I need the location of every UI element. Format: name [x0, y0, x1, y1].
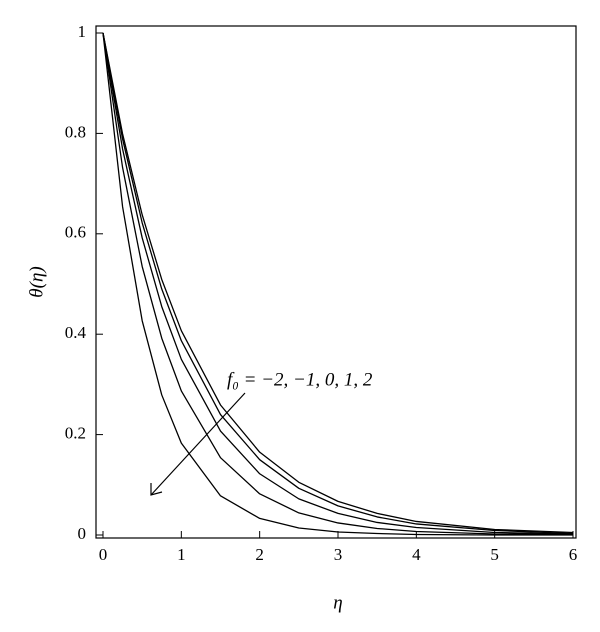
y-tick-label: 1	[78, 22, 87, 41]
x-tick-label: 1	[177, 545, 186, 564]
y-tick-label: 0.4	[65, 323, 87, 342]
x-tick-label: 2	[255, 545, 264, 564]
curve	[102, 32, 574, 534]
y-tick-label: 0.8	[65, 122, 86, 141]
x-tick-label: 0	[99, 545, 108, 564]
y-axis-label: θ(η)	[26, 266, 47, 297]
x-axis-label: η	[333, 592, 342, 613]
x-tick-label: 6	[569, 545, 578, 564]
y-tick-label: 0.2	[65, 424, 86, 443]
curve	[102, 32, 574, 535]
arrow-head	[150, 483, 163, 496]
x-tick-label: 4	[412, 545, 421, 564]
y-tick-label: 0.6	[65, 223, 86, 242]
curve	[102, 32, 574, 536]
curve	[102, 32, 573, 536]
curve	[102, 32, 574, 535]
x-tick-label: 5	[490, 545, 499, 564]
annotation: f₀ = −2, −1, 0, 1, 2	[227, 369, 373, 390]
plot-frame	[95, 25, 577, 539]
x-tick-label: 3	[334, 545, 343, 564]
y-tick-label: 0	[78, 524, 87, 543]
arrow-shaft	[150, 392, 246, 496]
